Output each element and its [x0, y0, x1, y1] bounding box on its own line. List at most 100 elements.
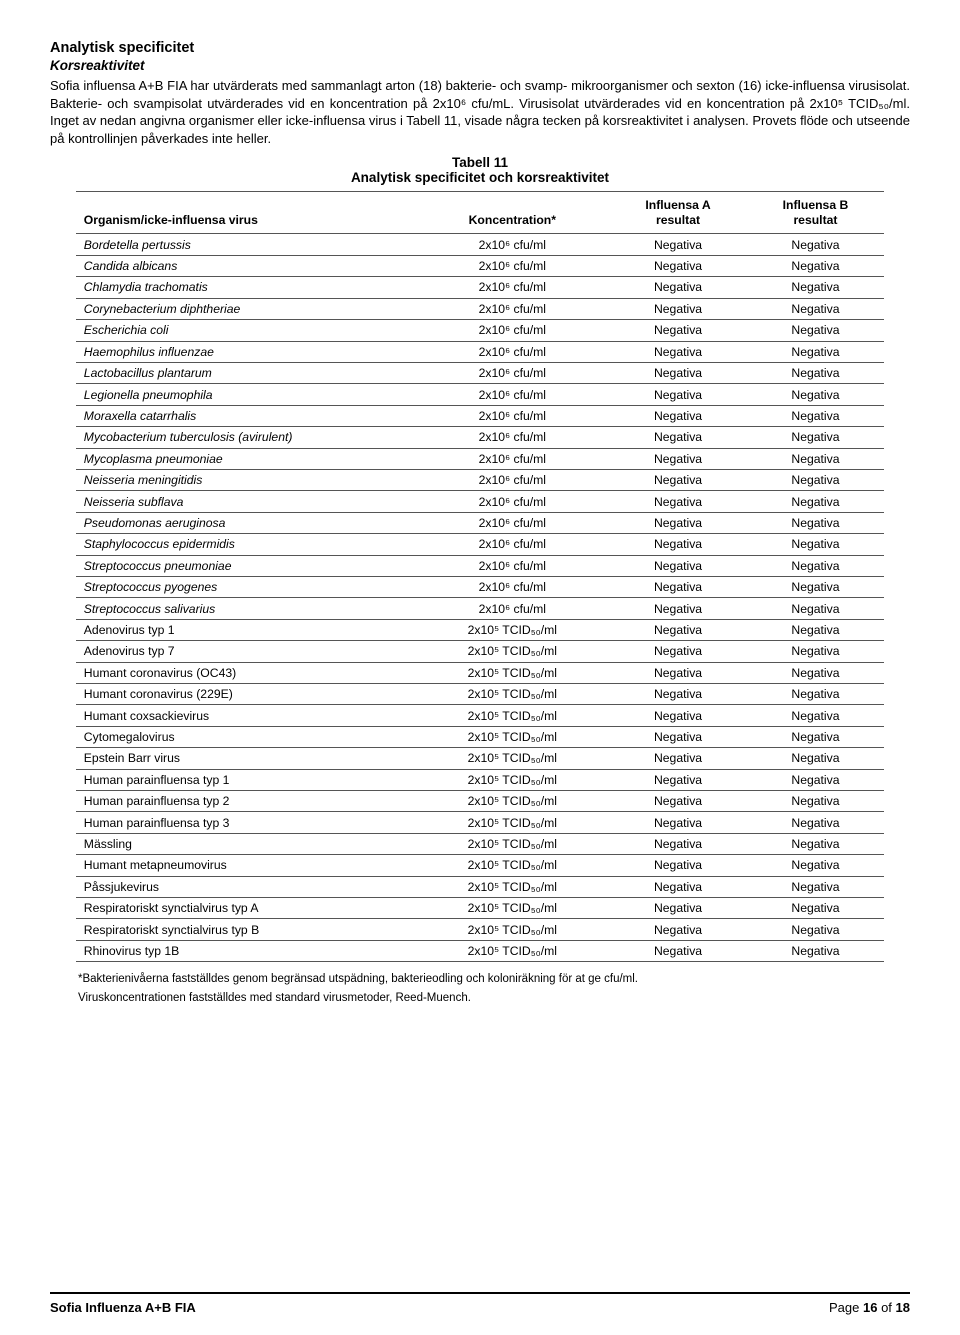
cell-concentration: 2x10⁶ cfu/ml: [415, 598, 609, 619]
cell-result-a: Negativa: [609, 940, 746, 961]
cell-result-b: Negativa: [747, 448, 884, 469]
table-row: Rhinovirus typ 1B2x10⁵ TCID₅₀/mlNegativa…: [76, 940, 884, 961]
cell-organism: Bordetella pertussis: [76, 234, 416, 255]
cell-concentration: 2x10⁶ cfu/ml: [415, 341, 609, 362]
cell-result-b: Negativa: [747, 684, 884, 705]
footer-left: Sofia Influenza A+B FIA: [50, 1300, 196, 1315]
cell-result-a: Negativa: [609, 469, 746, 490]
cell-organism: Staphylococcus epidermidis: [76, 534, 416, 555]
cell-result-b: Negativa: [747, 619, 884, 640]
cell-organism: Legionella pneumophila: [76, 384, 416, 405]
cell-result-a: Negativa: [609, 555, 746, 576]
cell-result-b: Negativa: [747, 362, 884, 383]
cell-result-a: Negativa: [609, 427, 746, 448]
table-row: Corynebacterium diphtheriae2x10⁶ cfu/mlN…: [76, 298, 884, 319]
cell-result-b: Negativa: [747, 919, 884, 940]
cell-organism: Humant metapneumovirus: [76, 855, 416, 876]
cell-concentration: 2x10⁵ TCID₅₀/ml: [415, 748, 609, 769]
table-row: Neisseria meningitidis2x10⁶ cfu/mlNegati…: [76, 469, 884, 490]
table-row: Candida albicans2x10⁶ cfu/mlNegativaNega…: [76, 255, 884, 276]
cell-result-a: Negativa: [609, 341, 746, 362]
cell-organism: Respiratoriskt synctialvirus typ A: [76, 898, 416, 919]
cell-result-a: Negativa: [609, 534, 746, 555]
th-a-line1: Influensa A: [645, 198, 710, 212]
th-influensa-b: Influensa B resultat: [747, 192, 884, 234]
cell-organism: Mycobacterium tuberculosis (avirulent): [76, 427, 416, 448]
cell-organism: Respiratoriskt synctialvirus typ B: [76, 919, 416, 940]
cell-result-b: Negativa: [747, 833, 884, 854]
cell-result-b: Negativa: [747, 469, 884, 490]
table-row: Respiratoriskt synctialvirus typ B2x10⁵ …: [76, 919, 884, 940]
table-row: Respiratoriskt synctialvirus typ A2x10⁵ …: [76, 898, 884, 919]
cell-result-b: Negativa: [747, 662, 884, 683]
cell-concentration: 2x10⁶ cfu/ml: [415, 405, 609, 426]
table-row: Pseudomonas aeruginosa2x10⁶ cfu/mlNegati…: [76, 512, 884, 533]
cell-concentration: 2x10⁶ cfu/ml: [415, 384, 609, 405]
table-row: Mässling2x10⁵ TCID₅₀/mlNegativaNegativa: [76, 833, 884, 854]
cell-concentration: 2x10⁵ TCID₅₀/ml: [415, 684, 609, 705]
cell-result-b: Negativa: [747, 576, 884, 597]
table-row: Humant coronavirus (229E)2x10⁵ TCID₅₀/ml…: [76, 684, 884, 705]
table-row: Human parainfluensa typ 12x10⁵ TCID₅₀/ml…: [76, 769, 884, 790]
cell-organism: Humant coronavirus (229E): [76, 684, 416, 705]
cell-organism: Mässling: [76, 833, 416, 854]
th-concentration: Koncentration*: [415, 192, 609, 234]
cell-result-b: Negativa: [747, 255, 884, 276]
cell-result-a: Negativa: [609, 362, 746, 383]
cell-result-a: Negativa: [609, 255, 746, 276]
page-footer: Sofia Influenza A+B FIA Page 16 of 18: [50, 1292, 910, 1315]
cell-concentration: 2x10⁵ TCID₅₀/ml: [415, 876, 609, 897]
cell-organism: Adenovirus typ 7: [76, 641, 416, 662]
cell-organism: Humant coxsackievirus: [76, 705, 416, 726]
table-row: Staphylococcus epidermidis2x10⁶ cfu/mlNe…: [76, 534, 884, 555]
table-row: Mycoplasma pneumoniae2x10⁶ cfu/mlNegativ…: [76, 448, 884, 469]
cell-organism: Rhinovirus typ 1B: [76, 940, 416, 961]
table-row: Streptococcus salivarius2x10⁶ cfu/ml Nega…: [76, 598, 884, 619]
cell-result-b: Negativa: [747, 384, 884, 405]
cell-organism: Escherichia coli: [76, 320, 416, 341]
cell-organism: Corynebacterium diphtheriae: [76, 298, 416, 319]
table-title-line2: Analytisk specificitet och korsreaktivit…: [50, 170, 910, 185]
table-row: Epstein Barr virus2x10⁵ TCID₅₀/mlNegativ…: [76, 748, 884, 769]
cell-result-a: Negativa: [609, 641, 746, 662]
cell-organism: Human parainfluensa typ 2: [76, 791, 416, 812]
cell-result-a: Negativa: [609, 898, 746, 919]
cell-result-b: Negativa: [747, 598, 884, 619]
cell-concentration: 2x10⁶ cfu/ml: [415, 298, 609, 319]
cell-result-b: Negativa: [747, 320, 884, 341]
table-row: Moraxella catarrhalis2x10⁶ cfu/mlNegativ…: [76, 405, 884, 426]
cell-result-a: Negativa: [609, 876, 746, 897]
cell-result-a: Negativa: [609, 491, 746, 512]
cell-result-b: Negativa: [747, 812, 884, 833]
cell-result-a: Negativa: [609, 298, 746, 319]
cell-result-b: Negativa: [747, 405, 884, 426]
cell-result-b: Negativa: [747, 855, 884, 876]
cell-result-a: Negativa: [609, 684, 746, 705]
cell-concentration: 2x10⁶ cfu/ml: [415, 448, 609, 469]
cell-organism: Streptococcus salivarius: [76, 598, 416, 619]
table-header-row: Organism/icke-influensa virus Koncentrat…: [76, 192, 884, 234]
footer-right: Page 16 of 18: [829, 1300, 910, 1315]
table-row: Humant coxsackievirus2x10⁵ TCID₅₀/mlNega…: [76, 705, 884, 726]
cell-result-a: Negativa: [609, 384, 746, 405]
cell-result-a: Negativa: [609, 919, 746, 940]
cell-concentration: 2x10⁶ cfu/ml: [415, 491, 609, 512]
cell-result-b: Negativa: [747, 726, 884, 747]
cell-organism: Neisseria meningitidis: [76, 469, 416, 490]
table-row: Human parainfluensa typ 22x10⁵ TCID₅₀/ml…: [76, 791, 884, 812]
cell-result-b: Negativa: [747, 298, 884, 319]
cell-result-b: Negativa: [747, 277, 884, 298]
cell-concentration: 2x10⁵ TCID₅₀/ml: [415, 791, 609, 812]
cell-result-b: Negativa: [747, 641, 884, 662]
cell-concentration: 2x10⁵ TCID₅₀/ml: [415, 898, 609, 919]
cell-result-b: Negativa: [747, 491, 884, 512]
table-row: Streptococcus pneumoniae2x10⁶ cfu/mlNega…: [76, 555, 884, 576]
cell-result-b: Negativa: [747, 876, 884, 897]
cell-result-a: Negativa: [609, 748, 746, 769]
cell-result-b: Negativa: [747, 234, 884, 255]
cell-concentration: 2x10⁶ cfu/ml: [415, 427, 609, 448]
table-row: Mycobacterium tuberculosis (avirulent)2x…: [76, 427, 884, 448]
cell-result-a: Negativa: [609, 576, 746, 597]
th-b-line2: resultat: [793, 213, 837, 227]
cell-result-a: Negativa: [609, 769, 746, 790]
